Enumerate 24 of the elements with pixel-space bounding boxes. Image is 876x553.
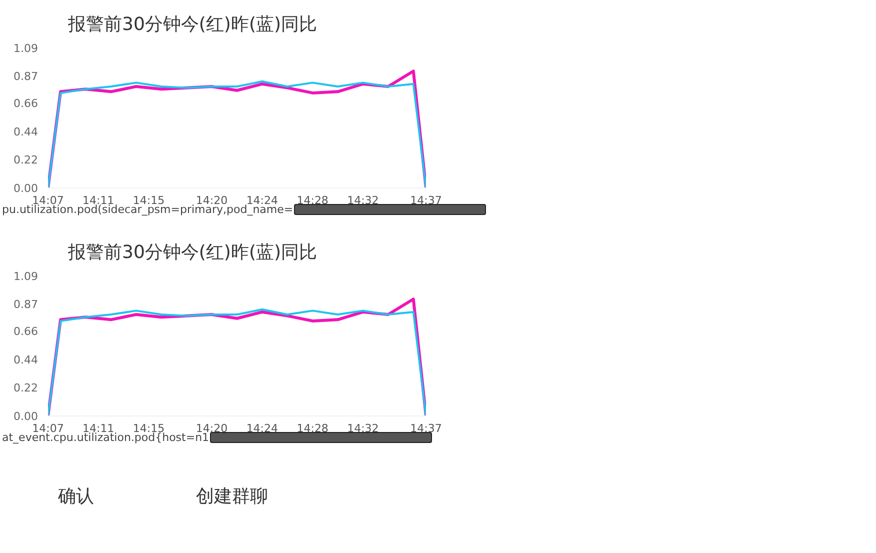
y-tick-label: 0.66 [14,325,38,338]
y-tick-label: 0.22 [14,382,38,395]
text: 确认 [58,485,94,508]
text: at_event.cpu.utilization.pod{host=n1 [2,431,210,444]
y-tick-label: 0.22 [14,154,38,167]
x-tick-label: 14:24 [246,422,278,435]
x-tick-label: 14:37 [410,194,442,207]
x-tick-label: 14:32 [347,422,379,435]
y-tick-label: 1.09 [14,270,38,283]
y-tick-label: 1.09 [14,42,38,55]
y-tick-label: 0.44 [14,353,38,366]
y-tick-label: 0.87 [14,70,38,84]
text: 创建群聊 [196,485,268,508]
x-tick-label: 14:37 [410,422,442,435]
chart-title: 报警前30分钟今(红)昨(蓝)同比 [68,241,317,264]
y-tick-label: 0.44 [14,125,38,138]
chart-title: 报警前30分钟今(红)昨(蓝)同比 [68,13,317,36]
y-tick-label: 0.66 [14,97,38,110]
y-tick-label: 0.00 [14,182,38,195]
y-tick-label: 0.00 [14,410,38,423]
y-tick-label: 0.87 [14,298,38,312]
x-tick-label: 14:28 [296,422,328,435]
x-tick-label: 14:28 [296,194,328,207]
x-tick-label: 14:32 [347,194,379,207]
